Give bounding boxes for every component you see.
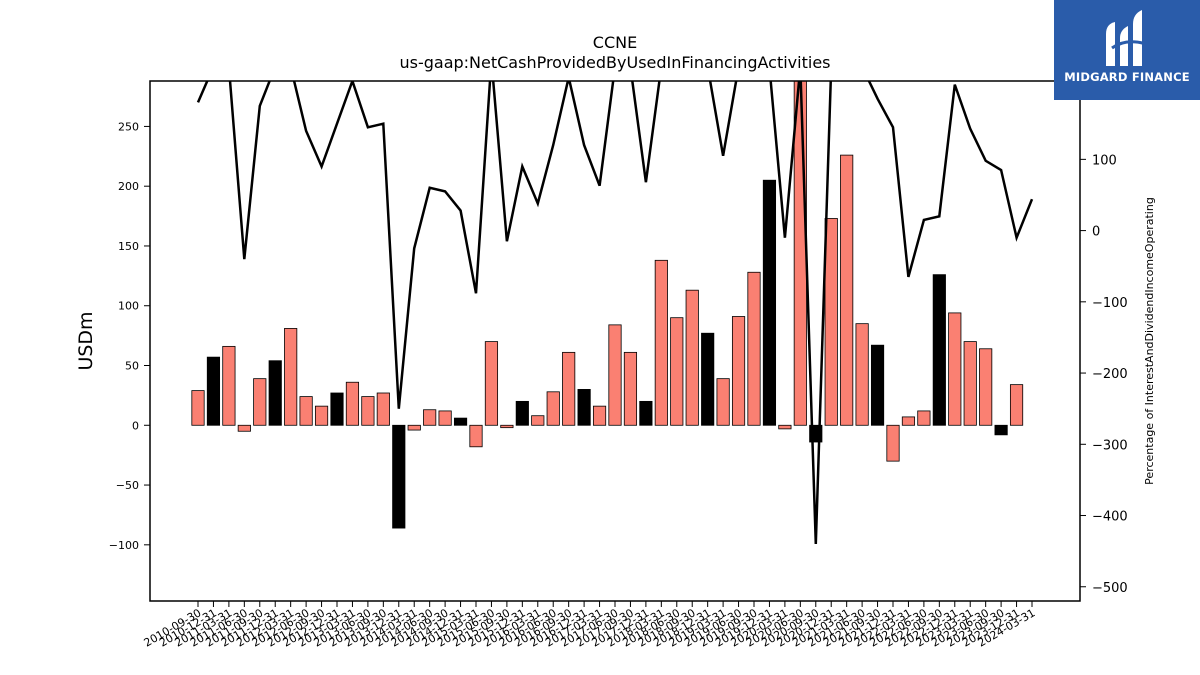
brand-logo: MIDGARD FINANCE — [1054, 0, 1200, 100]
bar-series — [191, 81, 1024, 529]
bar-2018-09-30 — [685, 289, 699, 426]
x-axis: 2010-09-302010-12-312011-03-312011-06-30… — [142, 601, 1038, 650]
bar-2022-09-30 — [932, 274, 946, 426]
bar-2015-06-30 — [484, 341, 499, 426]
y-tick-label: 250 — [118, 120, 139, 133]
bar-2021-09-30 — [870, 344, 885, 426]
bar-2012-03-31 — [284, 328, 298, 426]
y2-tick-label: −500 — [1092, 581, 1128, 596]
bar-2019-06-30 — [731, 316, 746, 426]
y-tick-label: −100 — [109, 539, 139, 552]
bar-2023-09-30 — [994, 424, 1008, 436]
bar-2022-12-31 — [948, 312, 962, 426]
bar-2020-03-31 — [778, 424, 792, 430]
bar-2022-06-30 — [917, 410, 931, 426]
bar-2011-06-30 — [237, 424, 251, 432]
chart-title: CCNE — [593, 33, 637, 52]
y2-tick-label: 100 — [1092, 153, 1117, 168]
brand-name: MIDGARD FINANCE — [1064, 70, 1190, 84]
bar-2010-09-30 — [191, 390, 205, 426]
bar-2019-03-31 — [716, 378, 730, 426]
bar-2012-12-31 — [330, 392, 344, 426]
left-axis: −100 −50 0 50 100 150 200 250 — [109, 120, 150, 552]
y2-tick-label: −200 — [1092, 367, 1128, 382]
bar-2018-03-31 — [654, 259, 668, 426]
bar-2016-03-31 — [531, 415, 545, 426]
bar-2013-12-31 — [392, 424, 406, 529]
bar-2023-12-31 — [1009, 384, 1024, 426]
bar-2018-06-30 — [670, 317, 684, 426]
y-tick-label: 50 — [125, 360, 139, 373]
bar-2013-09-30 — [376, 392, 390, 426]
bar-2011-12-31 — [268, 360, 282, 426]
y-tick-label: 200 — [118, 180, 139, 193]
y-axis-label: USDm — [75, 311, 97, 370]
midgard-logo-icon — [1106, 10, 1147, 66]
bar-2017-03-31 — [592, 405, 607, 426]
bar-2021-12-31 — [886, 424, 900, 462]
bar-2012-09-30 — [314, 405, 329, 426]
bar-2013-06-30 — [361, 396, 375, 426]
bar-2020-12-31 — [824, 218, 838, 426]
bar-2014-06-30 — [423, 409, 437, 426]
bar-2016-12-31 — [577, 389, 591, 426]
bar-2020-06-30 — [793, 81, 807, 426]
bar-2017-09-30 — [623, 351, 638, 426]
line-series — [196, 81, 1034, 545]
bar-2019-09-30 — [747, 271, 761, 426]
y-tick-label: 0 — [132, 419, 139, 432]
y-tick-label: −50 — [116, 479, 139, 492]
bar-2016-09-30 — [562, 351, 576, 426]
bar-2023-03-31 — [963, 341, 977, 426]
bar-2018-12-31 — [701, 332, 715, 426]
bar-2014-09-30 — [438, 410, 452, 426]
bar-2011-03-31 — [222, 345, 236, 426]
y2-axis-label: Percentage of InterestAndDividendIncomeO… — [1143, 197, 1156, 485]
line-path — [196, 81, 1034, 545]
bar-2014-12-31 — [453, 417, 468, 426]
bar-2017-06-30 — [608, 324, 622, 426]
y-tick-label: 150 — [118, 240, 139, 253]
bar-2011-09-30 — [253, 378, 267, 426]
y-tick-label: 100 — [118, 300, 139, 313]
y2-tick-label: −300 — [1092, 438, 1128, 453]
right-axis: −500 −400 −300 −200 −100 0 100 — [1080, 153, 1128, 596]
bar-2012-06-30 — [299, 396, 313, 426]
bar-2021-03-31 — [840, 154, 854, 426]
y2-tick-label: −100 — [1092, 296, 1128, 311]
bar-2016-06-30 — [546, 391, 560, 426]
bar-2017-12-31 — [639, 400, 653, 426]
bar-2015-03-31 — [469, 424, 483, 448]
bar-2013-03-31 — [345, 381, 360, 426]
bar-2019-12-31 — [762, 179, 777, 426]
bar-2023-06-30 — [979, 348, 993, 426]
y2-tick-label: −400 — [1092, 510, 1128, 525]
bar-2022-03-31 — [901, 416, 916, 426]
bar-2010-12-31 — [206, 356, 221, 426]
bar-2021-06-30 — [855, 323, 869, 426]
bar-2015-12-31 — [515, 400, 529, 426]
chart-subtitle: us-gaap:NetCashProvidedByUsedInFinancing… — [399, 53, 830, 72]
bar-2014-03-31 — [407, 424, 421, 431]
bar-2015-09-30 — [500, 424, 514, 429]
y2-tick-label: 0 — [1092, 225, 1100, 240]
